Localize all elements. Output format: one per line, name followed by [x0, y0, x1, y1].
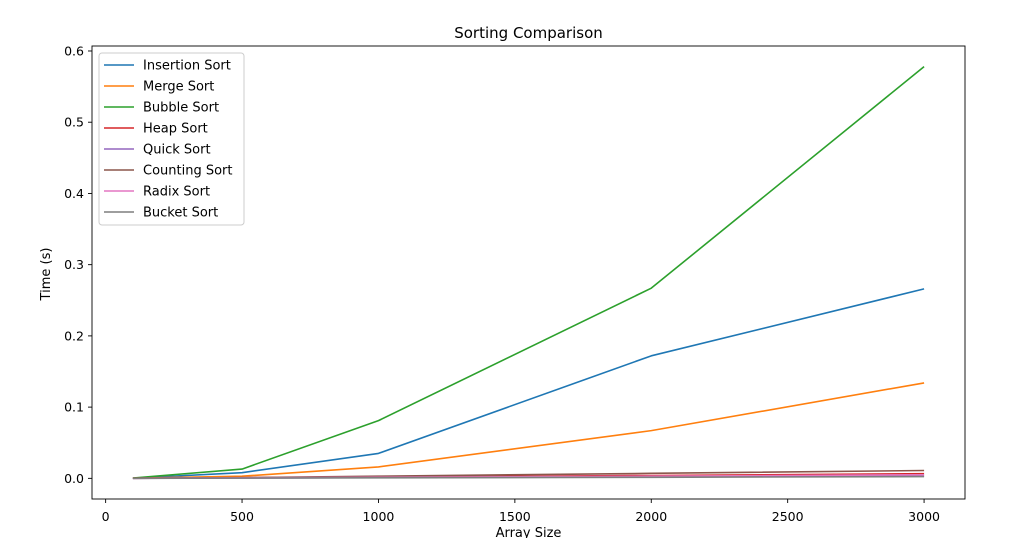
series-line-insertion-sort — [132, 288, 925, 479]
plot-area: 0 500 1000 1500 2000 2500 3000 0.0 0.1 0.2 0.3 0.4 0… — [64, 43, 966, 524]
y-tick-label: 0.0 — [64, 471, 84, 486]
legend-label: Insertion Sort — [143, 59, 231, 74]
legend-label: Counting Sort — [143, 164, 233, 179]
x-tick-label: 500 — [230, 509, 254, 524]
y-tick-label: 0.4 — [64, 186, 84, 201]
x-axis-label: Array Size — [496, 526, 562, 538]
x-tick-label: 2500 — [772, 509, 804, 524]
legend-label: Bubble Sort — [143, 101, 219, 116]
legend-label: Merge Sort — [143, 80, 214, 95]
y-tick-label: 0.1 — [64, 400, 84, 415]
x-tick-label: 1000 — [363, 509, 395, 524]
series-line-merge-sort — [132, 382, 925, 479]
plot-frame — [91, 45, 966, 500]
legend-label: Heap Sort — [143, 122, 208, 137]
legend-box — [98, 52, 245, 226]
legend-label: Bucket Sort — [143, 206, 218, 221]
series-line-bubble-sort — [132, 66, 925, 479]
legend-label: Radix Sort — [143, 185, 210, 200]
y-tick-label: 0.6 — [64, 43, 84, 58]
chart-title: Sorting Comparison — [454, 24, 603, 42]
y-axis-label: Time (s) — [39, 248, 54, 302]
x-tick-label: 0 — [102, 509, 110, 524]
legend: Insertion Sort Merge Sort Bubble Sort Heap … — [98, 52, 245, 226]
x-tick-label: 1500 — [499, 509, 531, 524]
y-tick-label: 0.5 — [64, 115, 84, 130]
x-tick-label: 3000 — [908, 509, 940, 524]
y-tick-label: 0.2 — [64, 328, 84, 343]
series-line-bucket-sort — [132, 475, 925, 480]
legend-label: Quick Sort — [143, 143, 211, 158]
x-tick-label: 2000 — [635, 509, 667, 524]
y-tick-label: 0.3 — [64, 257, 84, 272]
